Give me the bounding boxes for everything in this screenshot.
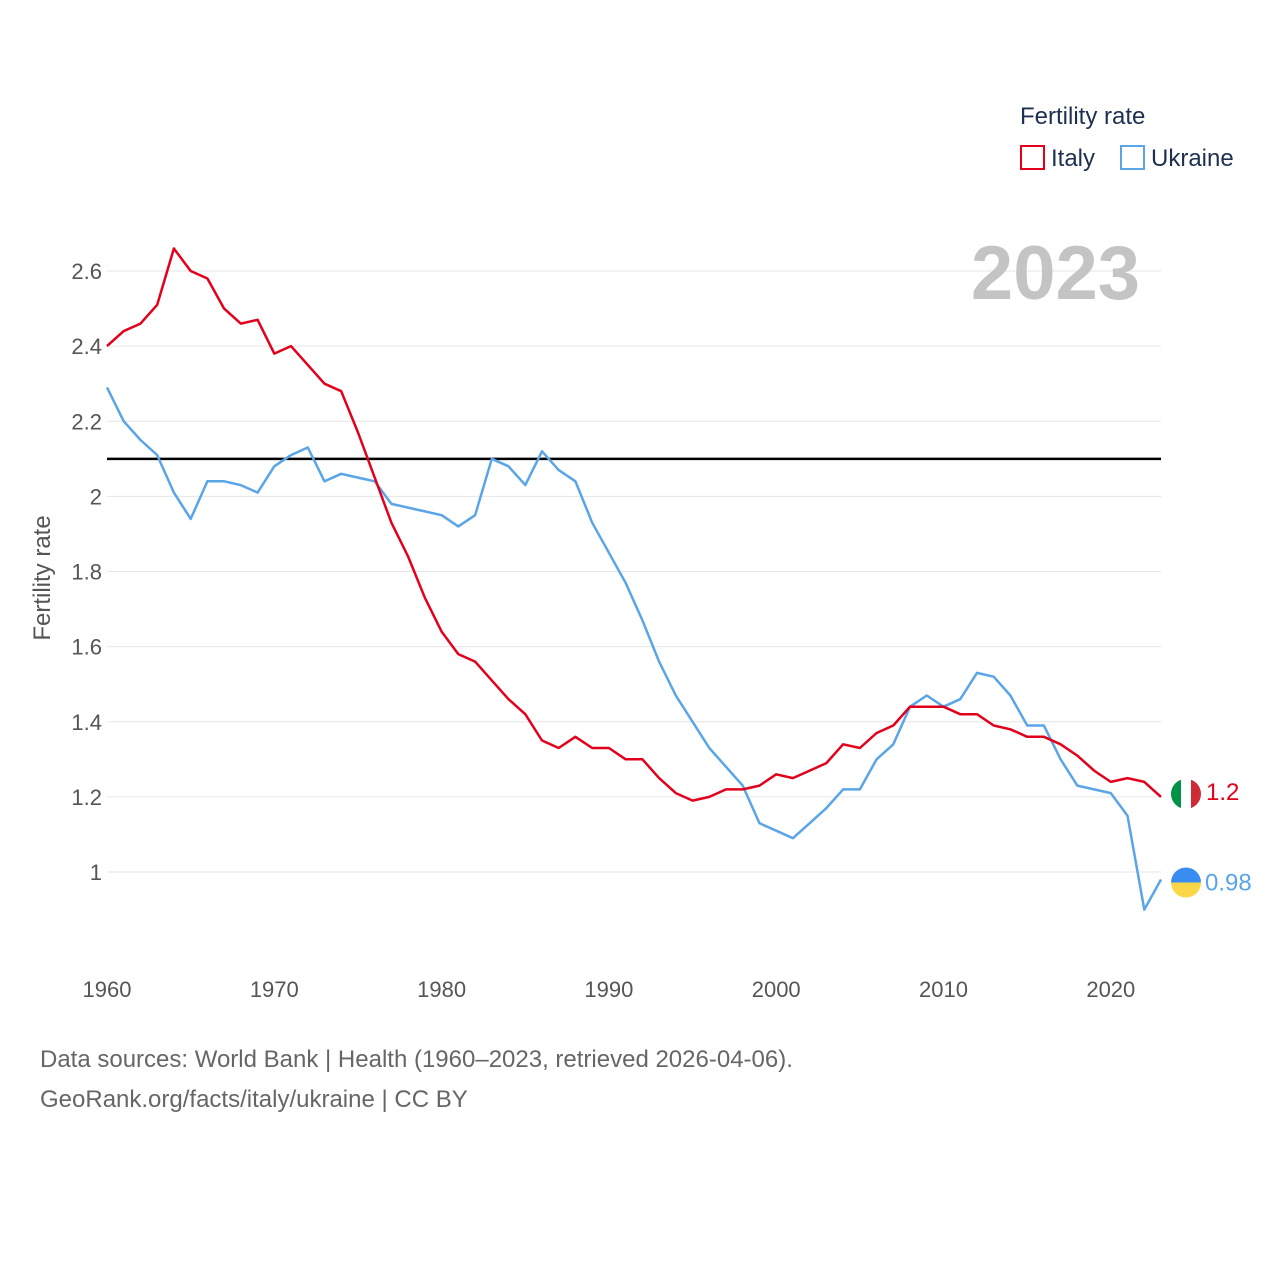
end-label-italy: 1.2 (1206, 779, 1239, 806)
y-tick-label: 2.4 (71, 334, 102, 359)
legend-label-italy: Italy (1051, 145, 1095, 172)
series-line-italy (106, 247, 1162, 802)
flag-stripe (1191, 778, 1201, 809)
y-tick-label: 2.6 (71, 259, 102, 284)
series-line-ukraine (105, 386, 1163, 911)
x-tick-label: 2020 (1086, 977, 1135, 1002)
y-tick-label: 2.2 (71, 409, 102, 434)
x-axis-ticks: 1960 1970 1980 1990 2000 2010 2020 (83, 977, 1136, 1002)
flag-italy-icon (1171, 778, 1201, 809)
x-tick-label: 1960 (83, 977, 132, 1002)
y-tick-label: 1 (90, 860, 102, 885)
x-tick-label: 1980 (417, 977, 466, 1002)
source-note: Data sources: World Bank | Health (1960–… (40, 1040, 793, 1120)
source-line: Data sources: World Bank | Health (1960–… (40, 1046, 793, 1073)
y-axis-title: Fertility rate (29, 515, 56, 640)
legend-swatch-italy (1020, 145, 1045, 170)
x-tick-label: 2000 (752, 977, 801, 1002)
y-tick-label: 1.6 (71, 635, 102, 660)
gridlines (107, 270, 1161, 873)
legend-title: Fertility rate (1020, 103, 1145, 130)
x-tick-label: 1970 (250, 977, 299, 1002)
fertility-chart: 1 1.2 1.4 1.6 1.8 2 2.2 2.4 2.6 1960 1970 1980 1990… (29, 103, 1252, 1002)
legend: Fertility rate Italy Ukraine (1020, 103, 1234, 172)
end-label-ukraine: 0.98 (1205, 870, 1252, 897)
y-tick-label: 1.4 (71, 710, 102, 735)
end-markers: 1.2 0.98 (1171, 778, 1252, 898)
flag-stripe (1171, 778, 1181, 809)
y-axis-ticks: 1 1.2 1.4 1.6 1.8 2 2.2 2.4 2.6 (71, 259, 102, 885)
y-tick-label: 1.8 (71, 560, 102, 585)
legend-swatch-ukraine (1120, 145, 1145, 170)
license-line: GeoRank.org/facts/italy/ukraine | CC BY (40, 1086, 468, 1113)
year-label: 2023 (971, 231, 1140, 316)
y-tick-label: 1.2 (71, 785, 102, 810)
legend-label-ukraine: Ukraine (1151, 145, 1234, 172)
flag-stripe (1181, 778, 1191, 809)
x-tick-label: 2010 (919, 977, 968, 1002)
y-tick-label: 2 (90, 484, 102, 509)
flag-stripe (1171, 882, 1201, 898)
series-lines (105, 247, 1163, 911)
x-tick-label: 1990 (584, 977, 633, 1002)
flag-stripe (1171, 867, 1201, 883)
flag-ukraine-icon (1171, 867, 1201, 898)
